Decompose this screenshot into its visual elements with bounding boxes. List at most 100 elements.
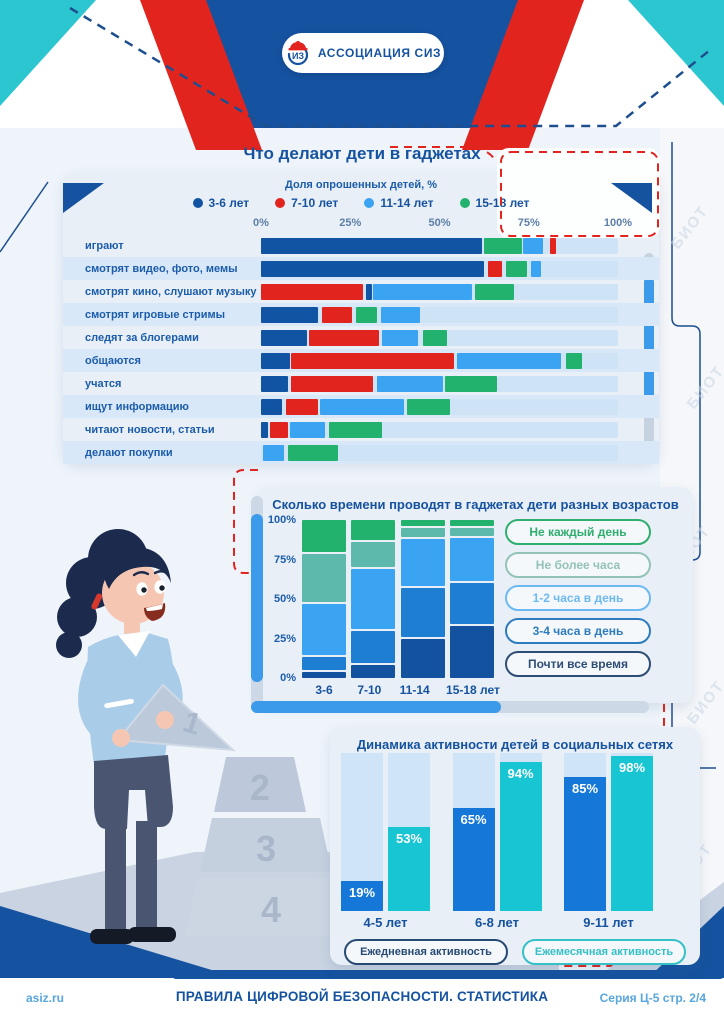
legend-pill: Не каждый день [505, 519, 651, 545]
axis-tick-label: 100% [267, 514, 296, 526]
stacked-column [449, 520, 494, 678]
axis-tick-label: 75% [273, 553, 296, 566]
bar-value-label: 94% [507, 766, 534, 781]
chart3-panel: Динамика активности детей в социальных с… [330, 727, 700, 965]
legend-dot [192, 198, 203, 208]
legend-label: 3-6 лет [208, 196, 250, 210]
chart-row: следят за блогерами [63, 326, 659, 349]
axis-tick-label: 25% [273, 632, 296, 645]
bar-value-label: 19% [348, 885, 376, 900]
stacked-segment [400, 539, 445, 586]
bar-segment [373, 283, 472, 300]
legend-item: 11-14 лет [364, 196, 434, 210]
stacked-segment [400, 520, 445, 526]
logo: ИЗ АССОЦИАЦИЯ СИЗ [282, 33, 444, 73]
top-cyan-wedge-right [628, 0, 724, 106]
stacked-segment [400, 587, 445, 637]
stacked-segment [449, 583, 494, 624]
bar-segment [475, 283, 515, 300]
legend-item: 15-18 лет [459, 196, 529, 210]
footer-site-link[interactable]: asiz.ru [26, 991, 65, 1005]
stacked-segment [351, 569, 396, 629]
legend-pill: Ежедневная активность [344, 939, 508, 965]
bar: 53% [388, 827, 430, 911]
stacked-segment [351, 631, 396, 663]
bar-segment [366, 283, 372, 300]
stacked-column [351, 520, 396, 678]
bar: 19% [341, 881, 383, 911]
chart-row-track [261, 306, 618, 323]
sweater-detail [104, 698, 134, 709]
bar-value-label: 53% [395, 831, 423, 846]
chart-row-label: читают новости, статьи [85, 423, 215, 436]
leg [136, 821, 157, 929]
legend-pill: Почти все время [505, 651, 651, 677]
cyan-square-right [694, 36, 720, 62]
chart-row-label: общаются [85, 354, 141, 367]
bar-segment [261, 260, 485, 277]
chart3-plot: 19% 53% 65% 94% 85% 98% [341, 753, 653, 911]
legend-label: 7-10 лет [291, 196, 339, 210]
chart-row-track [261, 375, 618, 392]
chart2-stripe-fill-vertical [251, 514, 263, 682]
chart-row: играют [63, 234, 659, 257]
bar-segment [261, 329, 308, 346]
bar-track: 85% [564, 753, 606, 911]
chart2-legend: Не каждый день Не более часа 1-2 часа в де… [505, 519, 651, 677]
chart-row-track [261, 421, 618, 438]
stacked-segment [302, 553, 346, 602]
legend-pill: 1-2 часа в день [505, 585, 651, 611]
eyebrow [132, 571, 150, 577]
skirt [94, 755, 173, 829]
footer-title: ПРАВИЛА ЦИФРОВОЙ БЕЗОПАСНОСТИ. СТАТИСТИК… [175, 989, 549, 1004]
category-label: 4-5 лет [363, 915, 408, 930]
bar-segment [319, 398, 404, 415]
stacked-segment [302, 672, 346, 678]
bar-segment [269, 421, 288, 438]
chart1-content: Доля опрошенных детей, % 3-6 лет 7-10 лет… [63, 172, 659, 464]
stacked-column [400, 520, 445, 678]
bar-track: 53% [388, 753, 430, 911]
shoe [128, 927, 176, 942]
chart-row: смотрят игровые стримы [63, 303, 659, 326]
chart-row: учатся [63, 372, 659, 395]
chart-row-track [261, 398, 618, 415]
bar-segment [444, 375, 497, 392]
stacked-column [302, 520, 346, 678]
chart-row-track [261, 352, 618, 369]
bar-segment [262, 444, 285, 461]
stacked-segment [351, 541, 396, 567]
top-cyan-wedge-left [0, 0, 96, 106]
stacked-segment [400, 528, 445, 537]
bar-value-label: 98% [618, 760, 646, 775]
bar-segment [321, 306, 353, 323]
chart2-y-axis: 100% 75% 50% 25% 0% [258, 514, 298, 684]
bar-segment [285, 398, 319, 415]
bar-value-label: 85% [571, 781, 599, 796]
axis-tick-label: 50% [273, 593, 296, 605]
chart-row-label: следят за блогерами [85, 331, 199, 344]
legend-pill: Не более часа [505, 552, 651, 578]
chart-row-label: смотрят кино, слушают музыку [85, 285, 257, 298]
bar: 94% [499, 762, 542, 911]
bar-track: 98% [611, 753, 653, 911]
legend-dot [459, 198, 470, 208]
legend-dot [275, 198, 286, 208]
bar-segment [309, 329, 379, 346]
chart2-plot [302, 520, 494, 678]
chart1-panel: Доля опрошенных детей, % 3-6 лет 7-10 лет… [63, 172, 659, 464]
bar-segment [287, 444, 338, 461]
teeth [146, 604, 163, 611]
chart-row: ищут информацию [63, 395, 659, 418]
chart3-x-axis: 4-5 лет 6-8 лет 9-11 лет [341, 915, 653, 930]
bar-segment [566, 352, 583, 369]
legend-item: 7-10 лет [275, 196, 338, 210]
bar-group: 85% 98% [564, 753, 653, 911]
bar: 65% [452, 808, 495, 911]
logo-text: АССОЦИАЦИЯ СИЗ [317, 46, 442, 60]
chart-row-track [261, 283, 618, 300]
chart-row-label: смотрят игровые стримы [85, 308, 226, 321]
chart1-rows: играют смотрят видео, фото, мемы смотрят к… [63, 234, 659, 464]
chart-row: смотрят кино, слушают музыку [63, 280, 659, 303]
